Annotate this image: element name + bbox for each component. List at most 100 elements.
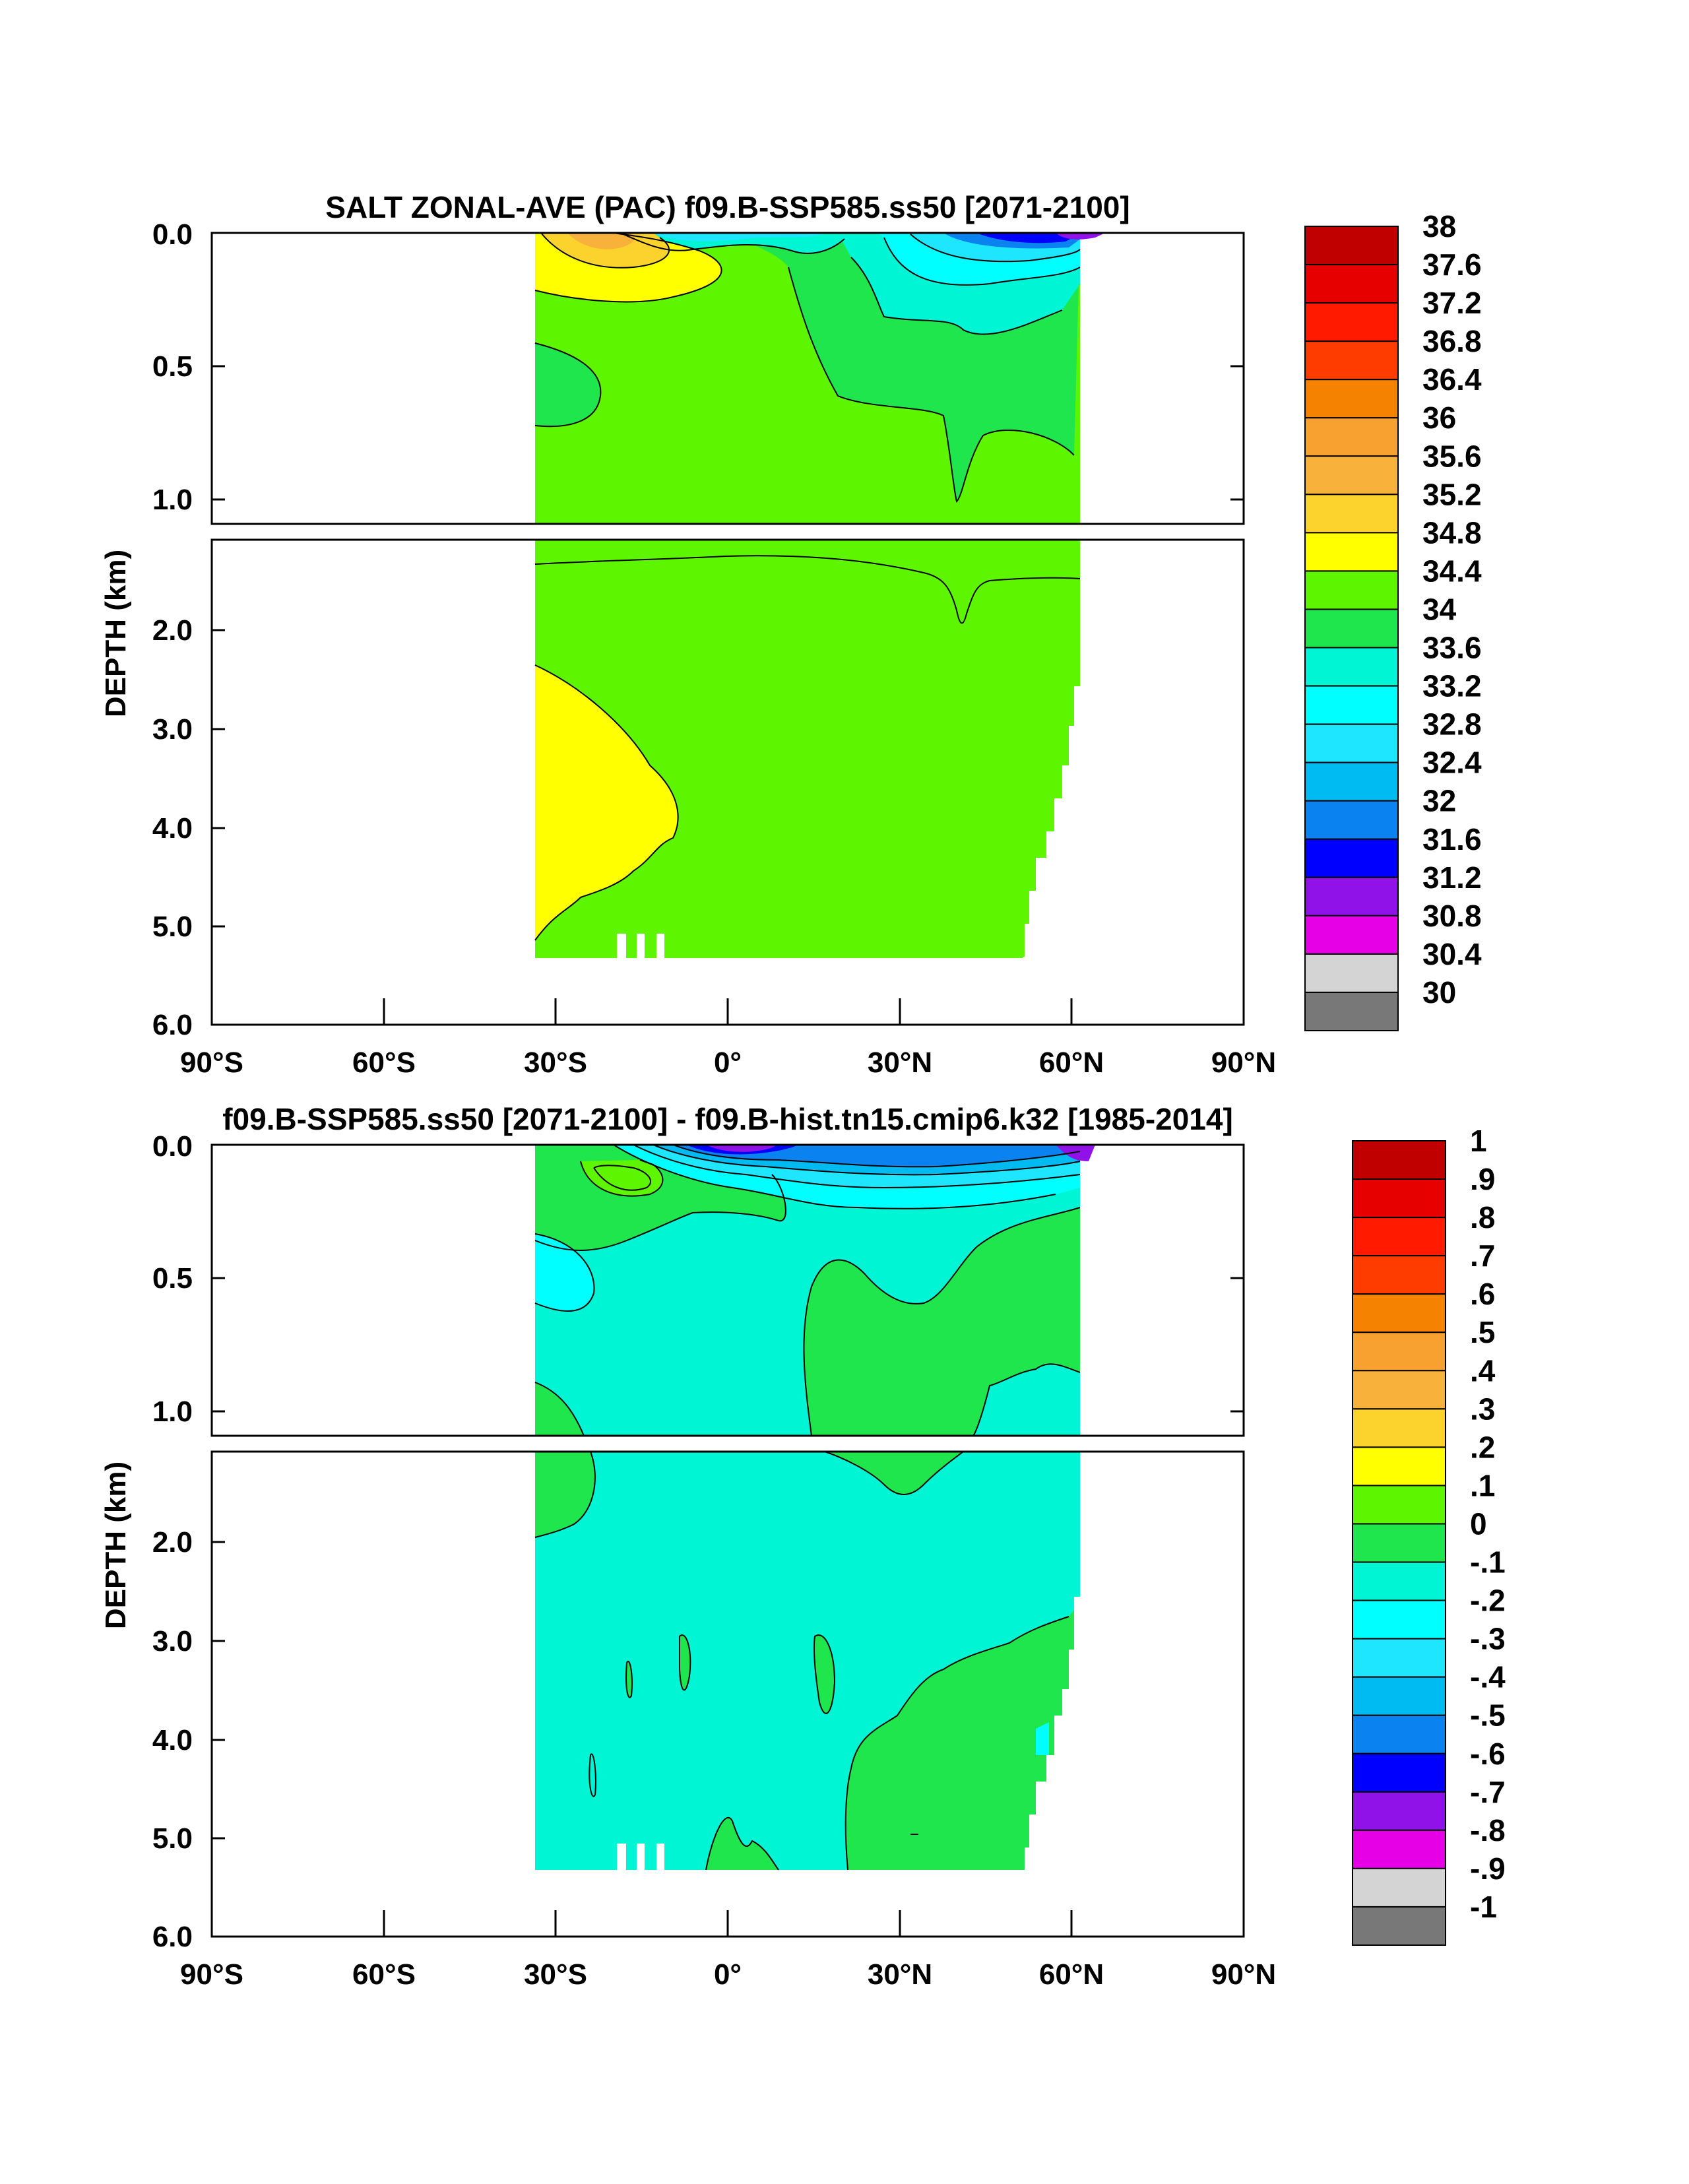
salt-colorbar-label-16: 31.6 xyxy=(1422,822,1482,856)
salt-colorbar-box-12 xyxy=(1304,685,1399,725)
salt-ytick-5: 4.0 xyxy=(152,812,193,845)
diff-colorbar-label-6: .4 xyxy=(1470,1353,1496,1388)
diff-colorbar-label-8: .2 xyxy=(1470,1430,1495,1464)
salt-ytick-6: 5.0 xyxy=(152,911,193,943)
salt-colorbar-box-14 xyxy=(1304,761,1399,802)
salt-lower-background xyxy=(535,540,1080,958)
diff-colorbar-label-3: .7 xyxy=(1470,1238,1495,1273)
salt-colorbar-label-12: 33.2 xyxy=(1422,669,1482,703)
salt-ytick-7: 6.0 xyxy=(152,1009,193,1041)
salt-ytick-1: 0.5 xyxy=(152,350,193,383)
diff-seafloor-gap-2 xyxy=(637,1844,645,1871)
diff-ticks xyxy=(212,1277,1244,1937)
diff-deep-cold-patch xyxy=(1036,1722,1049,1755)
salt-colorbar-box-10 xyxy=(1304,608,1399,649)
salt-xtick-4: 30°N xyxy=(868,1046,932,1079)
salt-xtick-5: 60°N xyxy=(1039,1046,1104,1079)
diff-seafloor-gap-1 xyxy=(617,1844,626,1871)
salt-colorbar-box-1 xyxy=(1304,264,1399,304)
salt-colorbar-box-15 xyxy=(1304,800,1399,840)
diff-xtick-2: 30°S xyxy=(524,1958,587,1991)
diff-seafloor-gap-3 xyxy=(656,1844,664,1871)
diff-colorbar-label-11: -.1 xyxy=(1470,1545,1506,1580)
diff-colorbar-box-1 xyxy=(1352,1178,1446,1219)
salt-colorbar-label-18: 30.8 xyxy=(1422,899,1482,933)
salt-colorbar-box-9 xyxy=(1304,570,1399,610)
diff-upper-field xyxy=(534,1145,1095,1436)
diff-xtick-6: 90°N xyxy=(1211,1958,1276,1991)
diff-colorbar-label-0: 1 xyxy=(1470,1124,1487,1158)
diff-colorbar-box-17 xyxy=(1352,1791,1446,1831)
salt-xtick-1: 60°S xyxy=(352,1046,416,1079)
diff-colorbar-box-15 xyxy=(1352,1714,1446,1754)
salt-equatorial-surface-region-2 xyxy=(653,233,825,241)
salt-north-fresh-core-region-3 xyxy=(1056,233,1105,240)
salt-ytick-0: 0.0 xyxy=(152,218,193,251)
diff-y-tick-labels: 0.0 0.5 1.0 2.0 3.0 4.0 5.0 6.0 xyxy=(152,1130,193,1953)
salt-colorbar-box-16 xyxy=(1304,838,1399,878)
diff-colorbar-box-0 xyxy=(1352,1140,1446,1180)
diff-x-tick-labels: 90°S 60°S 30°S 0° 30°N 60°N 90°N xyxy=(180,1958,1276,1991)
salt-colorbar-label-19: 30.4 xyxy=(1422,937,1482,971)
diff-colorbar-box-2 xyxy=(1352,1217,1446,1257)
diff-xtick-0: 90°S xyxy=(180,1958,243,1991)
salt-seafloor-gap-3 xyxy=(656,934,664,960)
diff-colorbar-box-5 xyxy=(1352,1332,1446,1372)
salt-colorbar-box-19 xyxy=(1304,953,1399,993)
diff-colorbar-label-15: -.5 xyxy=(1470,1698,1506,1733)
diff-colorbar-box-7 xyxy=(1352,1408,1446,1448)
salt-colorbar-label-2: 37.2 xyxy=(1422,286,1482,320)
diff-ytick-4: 3.0 xyxy=(152,1625,193,1657)
salt-colorbar-box-8 xyxy=(1304,532,1399,572)
diff-ytick-6: 5.0 xyxy=(152,1822,193,1855)
salt-colorbar-label-4: 36.4 xyxy=(1422,362,1482,397)
salt-colorbar-box-13 xyxy=(1304,723,1399,763)
diff-colorbar-box-13 xyxy=(1352,1638,1446,1678)
salt-colorbar-label-6: 35.6 xyxy=(1422,439,1482,473)
diff-south-intermediate-positive xyxy=(535,1382,584,1436)
diff-colorbar-box-12 xyxy=(1352,1599,1446,1640)
salt-colorbar-box-17 xyxy=(1304,876,1399,916)
diff-colorbar-label-17: -.7 xyxy=(1470,1775,1506,1809)
salt-seafloor-gap-2 xyxy=(637,934,645,960)
salt-colorbar-label-14: 32.4 xyxy=(1422,746,1482,780)
salt-lower-contours xyxy=(534,555,1081,941)
salt-colorbar-label-20: 30 xyxy=(1422,975,1456,1010)
salt-colorbar-label-15: 32 xyxy=(1422,784,1456,818)
diff-colorbar-box-4 xyxy=(1352,1293,1446,1333)
diff-colorbar-label-4: .6 xyxy=(1470,1277,1495,1311)
diff-colorbar-box-6 xyxy=(1352,1370,1446,1410)
salt-colorbar-box-11 xyxy=(1304,647,1399,687)
diff-north-intermediate-lower xyxy=(825,1452,963,1494)
salt-ytick-3: 2.0 xyxy=(152,614,193,647)
diff-xtick-4: 30°N xyxy=(868,1958,932,1991)
diff-equatorial-fresh-core-2 xyxy=(706,1145,777,1152)
diff-xtick-3: 0° xyxy=(714,1958,742,1991)
salt-y-tick-labels: 0.0 0.5 1.0 2.0 3.0 4.0 5.0 6.0 xyxy=(152,218,193,1041)
diff-colorbar-box-11 xyxy=(1352,1561,1446,1601)
salt-north-fresh-core-region-2 xyxy=(976,233,1082,243)
salt-xtick-6: 90°N xyxy=(1211,1046,1276,1079)
diff-colorbar-box-14 xyxy=(1352,1676,1446,1716)
diff-colorbar-label-19: -.9 xyxy=(1470,1851,1506,1886)
diff-deep-blob-3 xyxy=(626,1661,632,1698)
diff-colorbar-label-14: -.4 xyxy=(1470,1660,1506,1694)
diff-panel-title: f09.B-SSP585.ss50 [2071-2100] - f09.B-hi… xyxy=(222,1102,1233,1136)
salt-upper-contours xyxy=(534,233,1081,503)
diff-ytick-2: 1.0 xyxy=(152,1396,193,1428)
diff-upper-contours xyxy=(534,1145,1081,1436)
diff-colorbar-box-18 xyxy=(1352,1829,1446,1869)
salt-colorbar-label-0: 38 xyxy=(1422,209,1456,243)
salt-colorbar-label-11: 33.6 xyxy=(1422,631,1482,665)
diff-colorbar-label-10: 0 xyxy=(1470,1506,1487,1541)
diff-south-positive-ring xyxy=(581,1160,663,1196)
diff-colorbar-box-16 xyxy=(1352,1752,1446,1793)
salt-colorbar-box-20 xyxy=(1304,991,1399,1032)
salt-colorbar-box-2 xyxy=(1304,302,1399,342)
diff-colorbar-label-9: .1 xyxy=(1470,1468,1495,1502)
salt-panel-title: SALT ZONAL-AVE (PAC) f09.B-SSP585.ss50 [… xyxy=(325,190,1130,224)
diff-ytick-0: 0.0 xyxy=(152,1130,193,1163)
diff-north-deep-positive xyxy=(845,1610,1074,1870)
diff-colorbar-label-1: .9 xyxy=(1470,1162,1495,1196)
diff-upper-frame xyxy=(210,1143,1245,1437)
